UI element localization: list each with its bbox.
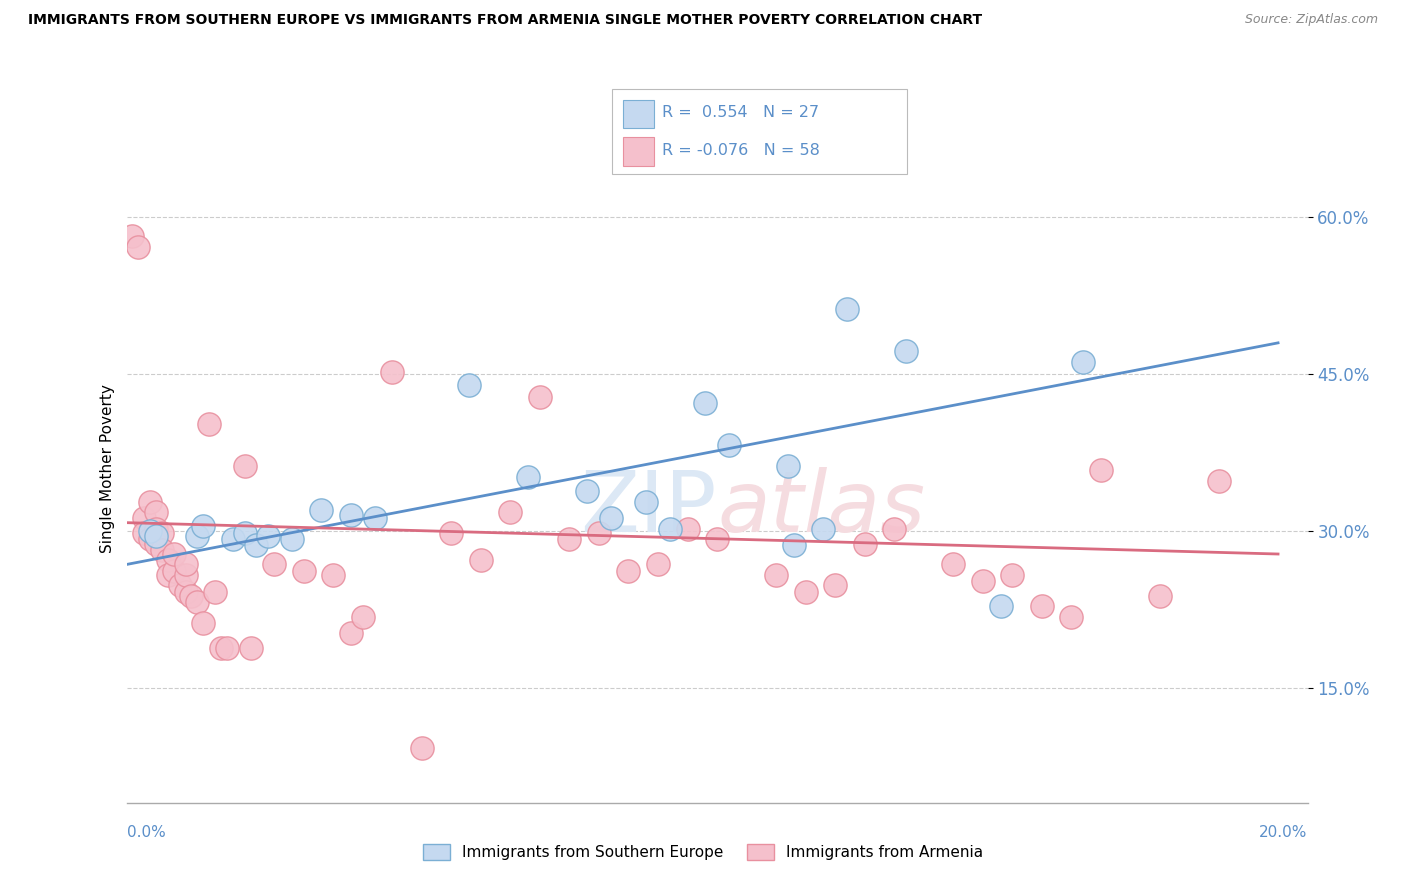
Text: ZIP: ZIP <box>581 467 717 550</box>
Point <box>340 508 363 523</box>
Point <box>150 542 173 557</box>
Point <box>322 568 344 582</box>
Point <box>1060 609 1083 624</box>
Point <box>835 302 858 317</box>
Point <box>636 494 658 508</box>
Point <box>222 533 245 547</box>
Point <box>233 459 256 474</box>
Point <box>794 584 817 599</box>
Point <box>1031 599 1053 614</box>
Point <box>193 518 215 533</box>
Point <box>440 526 463 541</box>
Point <box>765 568 787 582</box>
Text: 0.0%: 0.0% <box>127 825 166 840</box>
Point <box>257 529 280 543</box>
Point <box>676 522 699 536</box>
Legend: Immigrants from Southern Europe, Immigrants from Armenia: Immigrants from Southern Europe, Immigra… <box>416 838 990 866</box>
Point <box>263 558 285 572</box>
Point <box>174 568 197 582</box>
Point <box>529 390 551 404</box>
Point <box>145 529 167 543</box>
Point <box>1090 463 1112 477</box>
Point <box>776 459 799 474</box>
Text: Source: ZipAtlas.com: Source: ZipAtlas.com <box>1244 13 1378 27</box>
Point <box>558 533 581 547</box>
Point <box>576 484 599 499</box>
Point <box>942 558 965 572</box>
Point <box>186 529 208 543</box>
Point <box>239 641 262 656</box>
Point <box>824 578 846 592</box>
Point <box>163 547 186 561</box>
Point <box>883 522 905 536</box>
Point <box>180 589 202 603</box>
Point <box>209 641 232 656</box>
Point <box>381 365 404 379</box>
Point <box>352 609 374 624</box>
Point <box>186 595 208 609</box>
Point <box>163 564 186 578</box>
Point <box>1208 474 1230 488</box>
Point <box>145 536 167 550</box>
Point <box>245 538 267 552</box>
Point <box>1071 354 1094 368</box>
Text: atlas: atlas <box>717 467 925 550</box>
Text: 20.0%: 20.0% <box>1260 825 1308 840</box>
Point <box>647 558 669 572</box>
Point <box>588 526 610 541</box>
Point <box>139 494 162 508</box>
Point <box>990 599 1012 614</box>
Point <box>156 568 179 582</box>
Point <box>169 578 191 592</box>
Point <box>134 511 156 525</box>
Point <box>204 584 226 599</box>
Point <box>783 538 806 552</box>
Point <box>139 533 162 547</box>
Point <box>1001 568 1024 582</box>
Point <box>717 438 740 452</box>
Point <box>813 522 835 536</box>
Text: IMMIGRANTS FROM SOUTHERN EUROPE VS IMMIGRANTS FROM ARMENIA SINGLE MOTHER POVERTY: IMMIGRANTS FROM SOUTHERN EUROPE VS IMMIG… <box>28 13 983 28</box>
Point <box>499 505 522 519</box>
Point <box>198 417 221 432</box>
Point <box>145 522 167 536</box>
Point <box>972 574 994 589</box>
Point <box>617 564 640 578</box>
Point <box>695 396 717 410</box>
Point <box>139 524 162 538</box>
Point <box>121 229 143 244</box>
Point <box>411 741 433 756</box>
Point <box>458 377 481 392</box>
Point <box>1149 589 1171 603</box>
Point <box>233 526 256 541</box>
Point <box>363 511 385 525</box>
Point <box>150 526 173 541</box>
Point <box>281 533 304 547</box>
Point <box>193 615 215 630</box>
Point <box>894 344 917 359</box>
Point <box>517 469 540 483</box>
Point <box>156 553 179 567</box>
Point <box>706 533 728 547</box>
Point <box>215 641 238 656</box>
Point <box>145 505 167 519</box>
Text: R = -0.076   N = 58: R = -0.076 N = 58 <box>662 143 820 158</box>
Point <box>174 584 197 599</box>
Point <box>134 526 156 541</box>
Point <box>853 536 876 550</box>
Point <box>311 503 333 517</box>
Point <box>127 240 149 254</box>
Point <box>292 564 315 578</box>
Point <box>658 522 681 536</box>
Text: R =  0.554   N = 27: R = 0.554 N = 27 <box>662 105 820 120</box>
Point <box>599 511 621 525</box>
Point <box>470 553 492 567</box>
Y-axis label: Single Mother Poverty: Single Mother Poverty <box>100 384 115 553</box>
Point <box>340 626 363 640</box>
Point <box>174 558 197 572</box>
